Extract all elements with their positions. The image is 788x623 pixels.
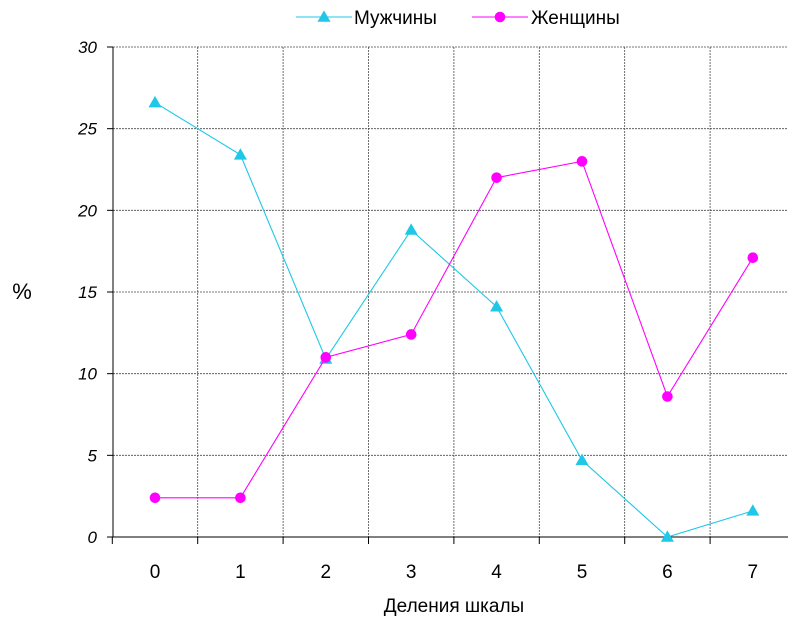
- data-point: [149, 492, 161, 504]
- data-point: [575, 453, 589, 466]
- data-point: [320, 352, 332, 363]
- legend-label: Женщины: [531, 8, 620, 29]
- y-tick-label: 15: [78, 283, 97, 302]
- x-tick-label: 1: [235, 562, 246, 583]
- y-tick-label: 30: [78, 38, 97, 57]
- series-line: [154, 102, 753, 538]
- data-point: [662, 391, 673, 402]
- axes: [107, 46, 788, 544]
- data-point: [235, 492, 246, 504]
- y-tick-label: 20: [77, 201, 97, 220]
- y-tick-label: 5: [88, 446, 98, 465]
- x-axis-title: Деления шкалы: [384, 596, 524, 617]
- y-tick-label: 10: [78, 365, 97, 384]
- legend-marker: [317, 10, 331, 22]
- x-tick-label: 0: [150, 562, 161, 583]
- x-tick-label: 2: [321, 562, 332, 583]
- y-tick-label: 25: [77, 120, 97, 139]
- data-point: [490, 300, 504, 312]
- x-tick-label: 6: [662, 562, 673, 583]
- data-point: [491, 172, 502, 183]
- x-tick-label: 7: [748, 562, 759, 583]
- data-point: [148, 95, 162, 108]
- data-point: [660, 530, 674, 542]
- y-tick-label: 0: [88, 528, 98, 547]
- x-tick-label: 5: [577, 562, 588, 583]
- series-line: [155, 160, 754, 499]
- data-point: [233, 148, 247, 160]
- grid: [113, 46, 788, 537]
- series-circle: [149, 156, 759, 504]
- y-axis-title: %: [12, 279, 32, 304]
- data-point: [746, 504, 760, 516]
- series: [148, 95, 760, 542]
- legend-label: Мужчины: [354, 8, 437, 29]
- data-point: [404, 223, 418, 235]
- data-point: [576, 156, 588, 167]
- data-point: [747, 252, 759, 264]
- legend-item: Мужчины: [296, 8, 437, 29]
- tick-labels: 0 5 10 15 20 25 30 0 1 2 3 4 5 6 7: [77, 38, 758, 583]
- x-tick-label: 3: [406, 562, 417, 583]
- x-tick-label: 4: [491, 562, 502, 583]
- legend-item: Женщины: [472, 8, 620, 29]
- legend: Мужчины Женщины: [296, 8, 620, 29]
- data-point: [405, 329, 417, 340]
- legend-marker: [494, 11, 506, 23]
